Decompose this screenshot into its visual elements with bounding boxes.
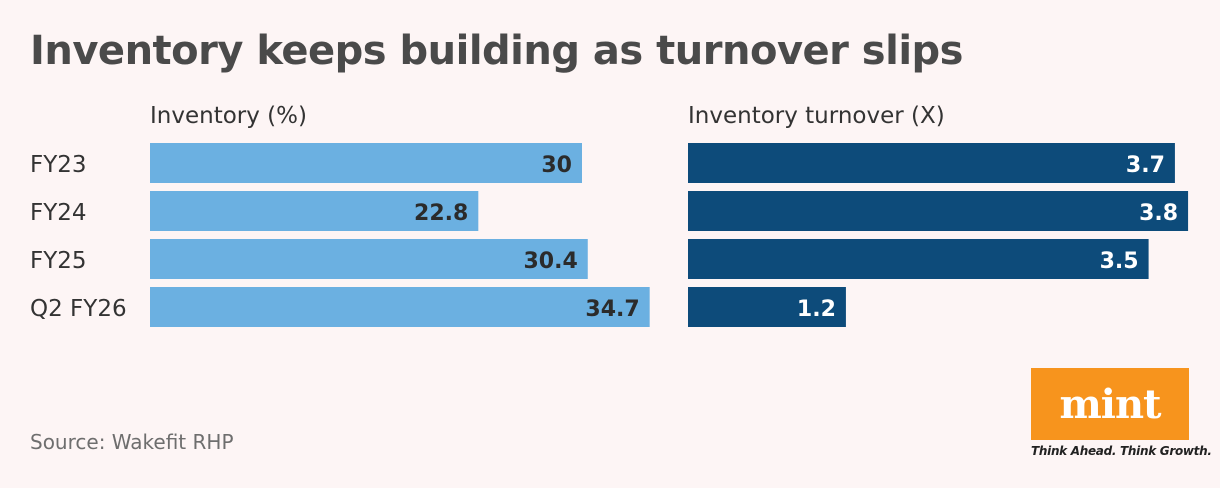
bar <box>150 143 582 183</box>
bar-value-label: 30.4 <box>523 249 577 274</box>
logo-word: mint <box>1059 380 1161 428</box>
bar-value-label: 3.8 <box>1139 201 1178 226</box>
category-label: FY25 <box>30 248 87 274</box>
category-label: Q2 FY26 <box>30 296 127 322</box>
bar <box>150 191 479 231</box>
bar-charts: FY23 FY24 FY25 Q2 FY26 Inventory (%) 30 22.8 30… <box>30 103 1189 327</box>
source-note: Source: Wakefit RHP <box>30 430 234 454</box>
bar-value-label: 22.8 <box>414 201 468 226</box>
bar <box>688 143 1175 183</box>
panel-title: Inventory turnover (X) <box>688 103 945 129</box>
mint-logo: mint Think Ahead. Think Growth. <box>1031 368 1212 458</box>
bar-value-label: 3.5 <box>1100 249 1139 274</box>
category-label: FY24 <box>30 200 87 226</box>
bar-value-label: 1.2 <box>797 297 836 322</box>
bar <box>150 287 650 327</box>
bar <box>688 191 1189 231</box>
bar <box>688 239 1149 279</box>
category-label: FY23 <box>30 152 87 178</box>
chart-title: Inventory keeps building as turnover sli… <box>30 28 963 74</box>
logo-tagline: Think Ahead. Think Growth. <box>1031 444 1212 458</box>
bar <box>150 239 588 279</box>
bar-value-label: 3.7 <box>1126 153 1165 178</box>
panel-title: Inventory (%) <box>150 103 307 129</box>
bar <box>688 287 846 327</box>
bar-value-label: 34.7 <box>585 297 639 322</box>
logo-box: mint <box>1031 368 1189 440</box>
bar-value-label: 30 <box>541 153 572 178</box>
